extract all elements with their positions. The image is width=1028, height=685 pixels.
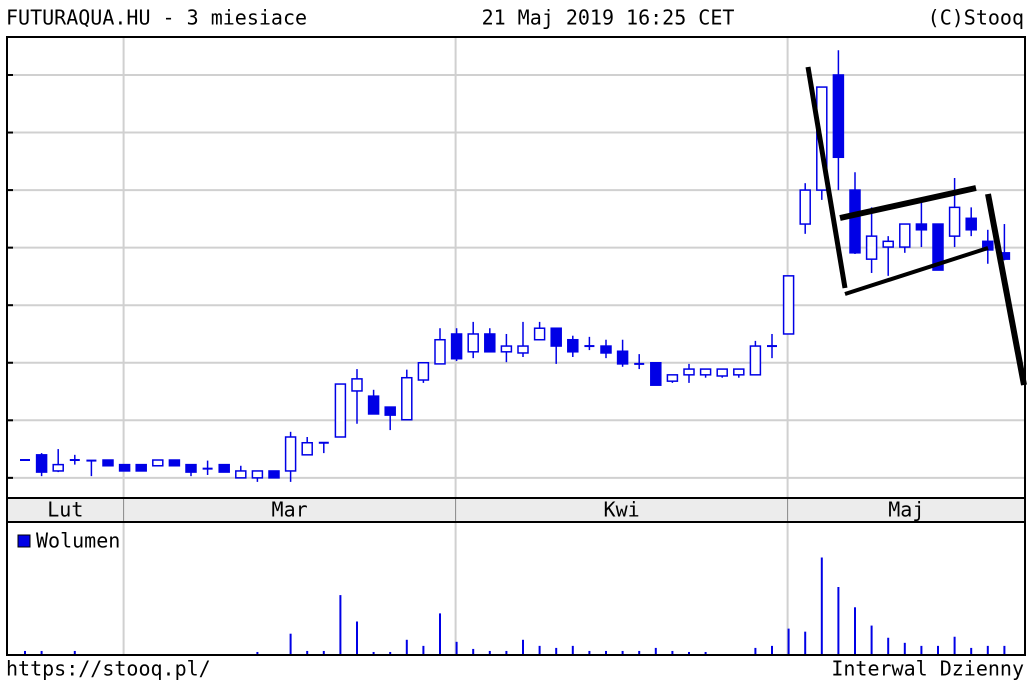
month-label: Maj [888, 498, 924, 522]
legend-label: Wolumen [36, 529, 120, 553]
candle-body [284, 436, 297, 472]
candle-body [600, 345, 612, 354]
candle-body [301, 441, 313, 456]
candle-body [401, 376, 413, 421]
candle-body [467, 333, 479, 353]
candle-body [218, 463, 230, 473]
trend-line [985, 193, 1027, 386]
month-label: Lut [47, 498, 83, 522]
candle-body [52, 463, 64, 472]
candle-body [899, 223, 911, 248]
candle-body [733, 368, 745, 376]
candle-body [168, 459, 181, 467]
candle-body [135, 463, 147, 472]
candle-body [185, 463, 197, 473]
candle-body [915, 223, 928, 231]
chart-title: FUTURAQUA.HU - 3 miesiace [6, 6, 307, 30]
trend-line [805, 66, 848, 289]
month-label: Mar [272, 498, 308, 522]
candle-body [832, 74, 845, 159]
candle-body [35, 454, 48, 473]
candle-body [434, 338, 446, 365]
candle-body [450, 333, 463, 360]
candle-body [235, 470, 247, 479]
frame [6, 36, 1026, 656]
candle-body [666, 374, 679, 382]
candle-body [865, 235, 878, 260]
candle-body [484, 333, 496, 353]
candle-body [749, 345, 762, 376]
candle-body [334, 383, 347, 438]
candle-body [965, 217, 977, 231]
candle-body [251, 470, 264, 479]
candle-body [384, 406, 396, 416]
candle-body [550, 327, 562, 347]
candle-body [616, 350, 629, 365]
candle-body [849, 189, 861, 254]
candle-body [567, 338, 579, 353]
candle-body [417, 362, 430, 381]
chart-date: 21 Maj 2019 16:25 CET [482, 6, 735, 30]
candle-body [533, 327, 546, 341]
footer-url: https://stooq.pl/ [6, 657, 211, 681]
candle-body [782, 275, 795, 335]
trend-line [844, 246, 989, 296]
candle-body [517, 345, 529, 354]
trend-line [839, 185, 977, 221]
month-strip [7, 498, 1025, 522]
footer-interval: Interwal Dzienny [831, 657, 1024, 681]
chart-source: (C)Stooq [928, 6, 1024, 30]
candle-body [500, 345, 513, 353]
candle-body [948, 206, 961, 237]
candle-body [683, 368, 695, 376]
month-label: Kwi [604, 498, 640, 522]
candle-body [716, 368, 728, 377]
candle-body [882, 240, 894, 248]
candle-body [351, 378, 363, 392]
candle-body [367, 395, 380, 415]
legend-swatch [17, 534, 31, 548]
candle-body [268, 470, 280, 479]
candle-body [152, 459, 164, 467]
candle-body [650, 362, 662, 386]
candle-body [118, 463, 131, 472]
candle-body [799, 189, 811, 225]
candle-body [699, 368, 712, 376]
candle-body [102, 459, 114, 467]
candle-body [932, 223, 944, 271]
